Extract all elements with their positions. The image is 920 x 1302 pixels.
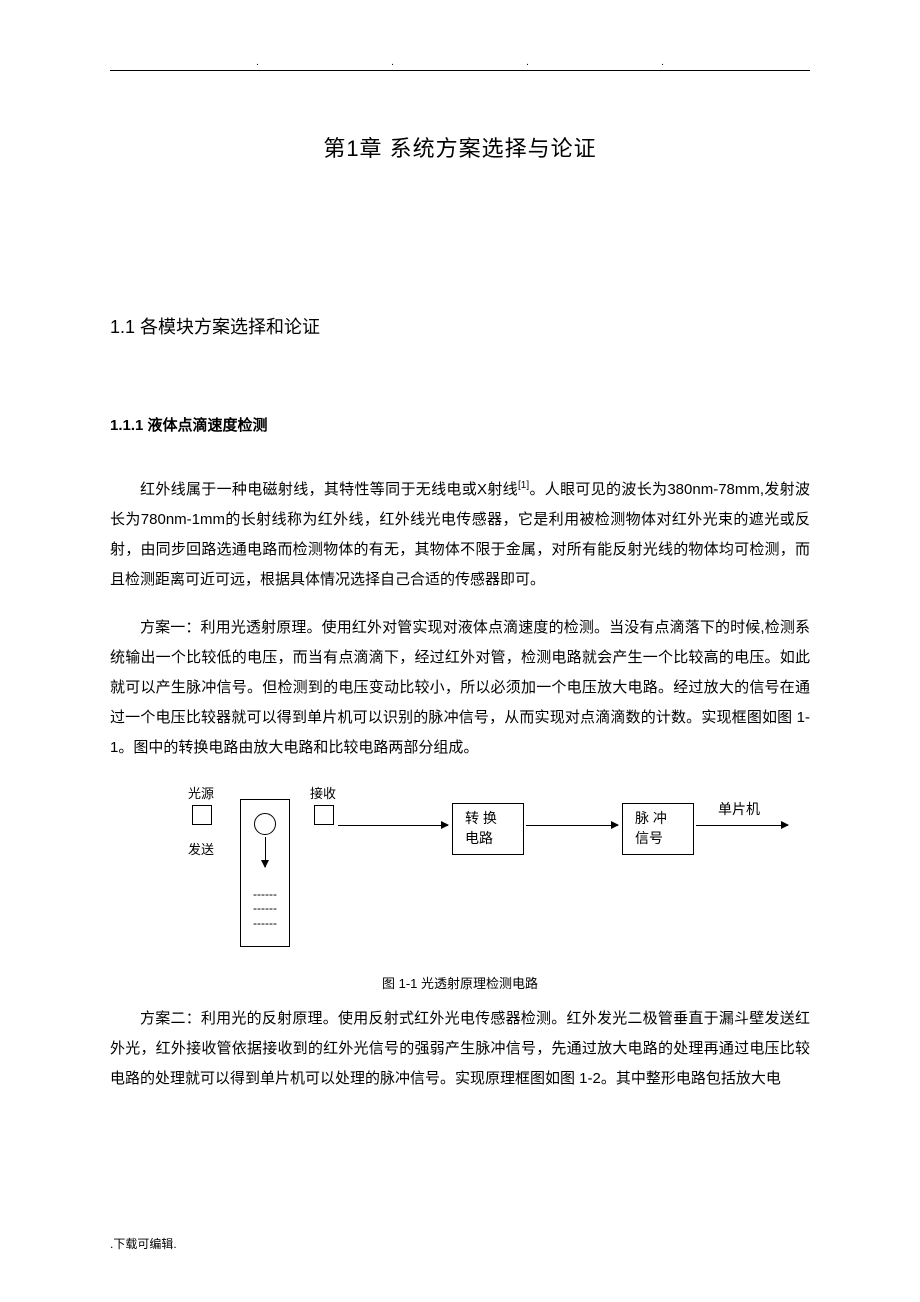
box-pulse-line1: 脉 冲 bbox=[635, 809, 667, 829]
arrow-drop-down bbox=[265, 837, 266, 867]
circle-drop bbox=[254, 813, 276, 835]
header-rule: .... bbox=[110, 70, 810, 71]
box-convert-line1: 转 换 bbox=[465, 809, 497, 829]
section-1-1-title: 1.1 各模块方案选择和论证 bbox=[110, 313, 810, 339]
box-pulse-line2: 信号 bbox=[635, 829, 663, 849]
label-mcu: 单片机 bbox=[718, 799, 760, 819]
box-convert-line2: 电路 bbox=[465, 829, 493, 849]
subsection-1-1-1-title: 1.1.1 液体点滴速度检测 bbox=[110, 414, 810, 435]
chapter-title: 第1章 系统方案选择与论证 bbox=[110, 131, 810, 163]
citation-1: [1] bbox=[518, 480, 529, 491]
header-dots: .... bbox=[110, 57, 810, 68]
arrow-to-mcu bbox=[696, 825, 788, 826]
label-light-source: 光源 bbox=[188, 783, 214, 802]
paragraph-2: 方案一：利用光透射原理。使用红外对管实现对液体点滴速度的检测。当没有点滴落下的时… bbox=[110, 613, 810, 763]
figure-1-1-caption: 图 1-1 光透射原理检测电路 bbox=[110, 973, 810, 992]
box-send-indicator bbox=[192, 805, 212, 825]
box-pulse-signal: 脉 冲 信号 bbox=[622, 803, 694, 855]
footer-text: .下载可编辑. bbox=[110, 1235, 177, 1252]
label-receive: 接收 bbox=[310, 783, 336, 802]
paragraph-1: 红外线属于一种电磁射线，其特性等同于无线电或X射线[1]。人眼可见的波长为380… bbox=[110, 475, 810, 595]
dashes-liquid: ------ ------ ------ bbox=[248, 887, 282, 930]
paragraph-3: 方案二：利用光的反射原理。使用反射式红外光电传感器检测。红外发光二极管垂直于漏斗… bbox=[110, 1004, 810, 1094]
figure-1-1-diagram: 光源 发送 ------ ------ ------ 接收 转 换 电路 脉 冲… bbox=[170, 783, 810, 963]
box-convert-circuit: 转 换 电路 bbox=[452, 803, 524, 855]
arrow-to-convert bbox=[338, 825, 448, 826]
label-send: 发送 bbox=[188, 839, 214, 858]
box-receive-indicator bbox=[314, 805, 334, 825]
para1-pre: 红外线属于一种电磁射线，其特性等同于无线电或X射线 bbox=[140, 481, 518, 498]
arrow-to-pulse bbox=[526, 825, 618, 826]
